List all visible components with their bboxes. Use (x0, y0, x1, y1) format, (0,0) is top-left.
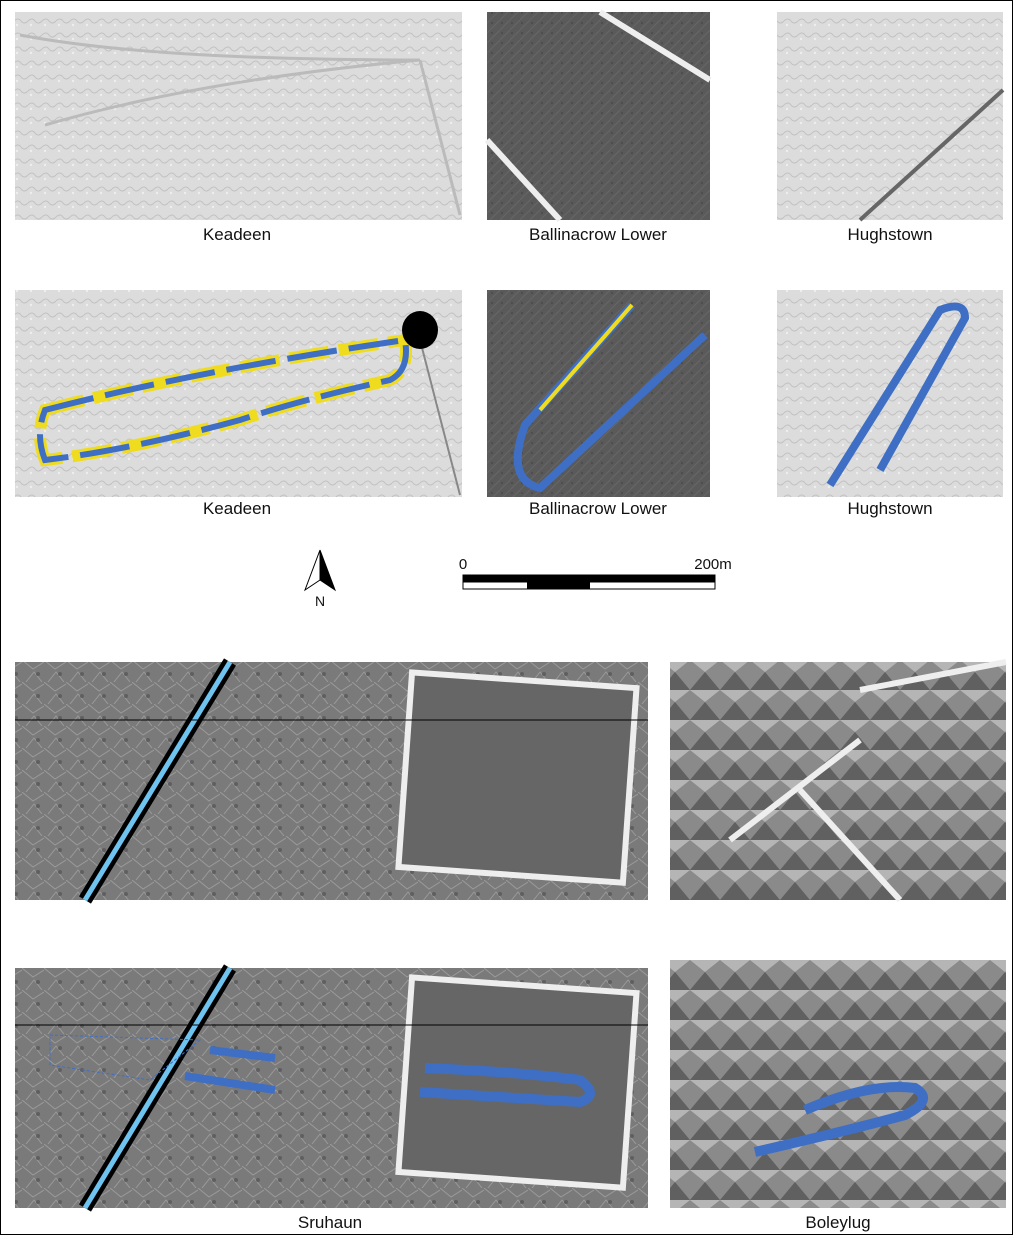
panel-label: Hughstown (847, 499, 932, 518)
image-row-3 (15, 662, 1006, 900)
scale-end: 200m (694, 556, 732, 573)
north-label: N (315, 593, 325, 609)
panel-label: Boleylug (805, 1213, 870, 1232)
boleylug-image (670, 960, 1006, 1208)
panel-label: Keadeen (203, 225, 271, 244)
image-row-2 (15, 290, 1003, 497)
panel-label: Sruhaun (298, 1213, 362, 1232)
panel-label: Ballinacrow Lower (529, 225, 667, 244)
hughstown-image (777, 12, 1003, 220)
scale-bar: 0 200m (459, 556, 732, 589)
image-row-1 (15, 12, 1003, 220)
scale-start: 0 (459, 556, 467, 573)
boleylug-image (670, 662, 1006, 900)
image-row-4 (15, 960, 1006, 1208)
ballinacrow-image (487, 12, 710, 220)
keadeen-image (15, 290, 462, 497)
page: Keadeen Ballinacrow Lower Hughstown Kead… (0, 0, 1013, 1240)
panel-label: Hughstown (847, 225, 932, 244)
figure: Keadeen Ballinacrow Lower Hughstown Kead… (0, 0, 1013, 1235)
panel-label: Ballinacrow Lower (529, 499, 667, 518)
north-arrow: N (305, 550, 335, 609)
panel-label: Keadeen (203, 499, 271, 518)
